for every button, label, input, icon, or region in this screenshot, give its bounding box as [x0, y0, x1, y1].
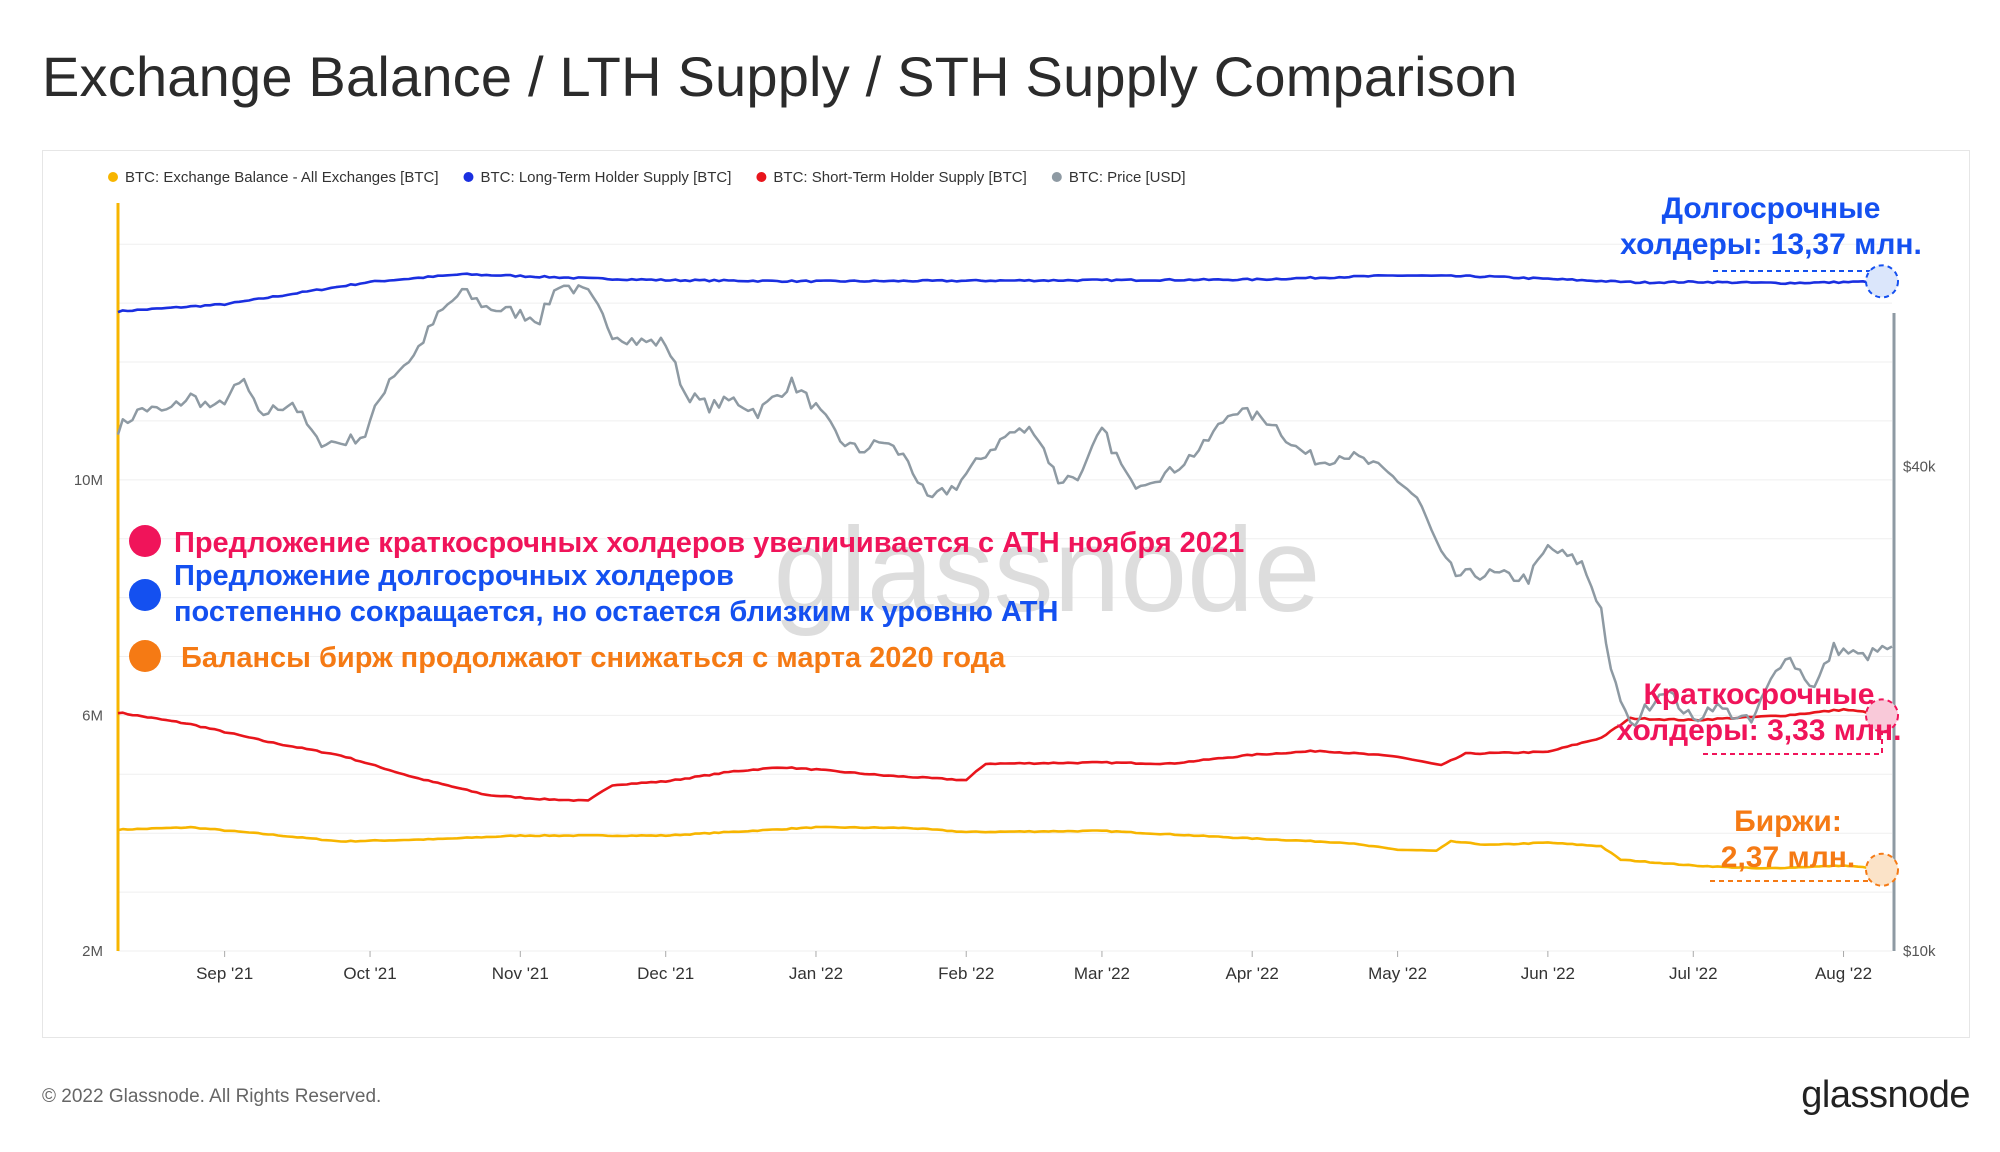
- legend-marker: [463, 172, 474, 182]
- bullet-lth-dot: [129, 579, 161, 611]
- series-line: [116, 284, 1893, 727]
- legend-label: BTC: Long-Term Holder Supply [BTC]: [480, 169, 731, 186]
- series-line: [117, 272, 1893, 314]
- exchange-callout-line1: Биржи:: [1734, 805, 1842, 838]
- x-tick-label: Aug '22: [1815, 964, 1872, 983]
- y-left-tick-label: 6M: [82, 707, 103, 724]
- sth-callout-line2: холдеры: 3,33 млн.: [1617, 714, 1902, 747]
- x-tick-label: Jul '22: [1669, 964, 1718, 983]
- series: [116, 272, 1893, 871]
- series-line: [117, 707, 1893, 802]
- legend: BTC: Exchange Balance - All Exchanges [B…: [108, 169, 1186, 186]
- gridlines: [118, 243, 1892, 952]
- legend-label: BTC: Price [USD]: [1069, 169, 1186, 186]
- copyright: © 2022 Glassnode. All Rights Reserved.: [42, 1086, 382, 1107]
- leader-line: [1713, 265, 1883, 272]
- glassnode-logo: glassnode: [1801, 1074, 1970, 1116]
- legend-marker: [756, 172, 767, 182]
- page-title: Exchange Balance / LTH Supply / STH Supp…: [42, 45, 1518, 108]
- x-tick-label: Nov '21: [492, 964, 549, 983]
- bullet-lth-text-line1: Предложение долгосрочных холдеров: [174, 560, 734, 592]
- x-tick-label: Jan '22: [789, 964, 843, 983]
- sth-end-marker: [1865, 698, 1899, 733]
- y-right-tick-label: $40k: [1903, 458, 1936, 475]
- bullet-exchange-dot: [129, 640, 161, 672]
- watermark: glassnode: [773, 503, 1320, 637]
- chart-frame: glassnode BTC: Exchange Balance - All Ex…: [42, 150, 1970, 1038]
- legend-marker: [1051, 172, 1062, 182]
- x-tick-label: Jun '22: [1521, 964, 1575, 983]
- lth-end-marker: [1865, 264, 1899, 299]
- x-tick-label: Feb '22: [938, 964, 994, 983]
- x-tick-label: May '22: [1368, 964, 1427, 983]
- legend-label: BTC: Short-Term Holder Supply [BTC]: [773, 169, 1026, 186]
- chart: glassnode BTC: Exchange Balance - All Ex…: [74, 169, 1936, 983]
- series-line: [117, 825, 1893, 871]
- lth-callout-line1: Долгосрочные: [1662, 192, 1881, 225]
- x-tick-label: Dec '21: [637, 964, 694, 983]
- bullet-lth-text-line2: постепенно сокращается, но остается близ…: [174, 596, 1058, 628]
- y-right-tick-label: $10k: [1903, 943, 1936, 960]
- x-tick-label: Mar '22: [1074, 964, 1130, 983]
- x-tick-label: Apr '22: [1226, 964, 1279, 983]
- bullet-sth-dot: [129, 525, 161, 557]
- bullet-exchange-text: Балансы бирж продолжают снижаться с март…: [181, 642, 1006, 674]
- x-tick-label: Oct '21: [343, 964, 396, 983]
- exchange-end-marker: [1865, 852, 1899, 887]
- bullet-sth-text: Предложение краткосрочных холдеров увели…: [174, 527, 1244, 559]
- lth-callout-line2: холдеры: 13,37 млн.: [1620, 228, 1922, 261]
- sth-callout-line1: Краткосрочные: [1644, 678, 1875, 711]
- legend-marker: [108, 172, 118, 182]
- y-left-tick-label: 10M: [74, 472, 103, 489]
- axes: 2M 6M 10M $10k $40k Sep '21 Oct '21 Nov '21 Dec …: [74, 203, 1936, 983]
- exchange-callout-line2: 2,37 млн.: [1721, 841, 1855, 874]
- y-left-tick-label: 2M: [82, 943, 103, 960]
- legend-label: BTC: Exchange Balance - All Exchanges [B…: [125, 169, 438, 186]
- x-tick-label: Sep '21: [196, 964, 253, 983]
